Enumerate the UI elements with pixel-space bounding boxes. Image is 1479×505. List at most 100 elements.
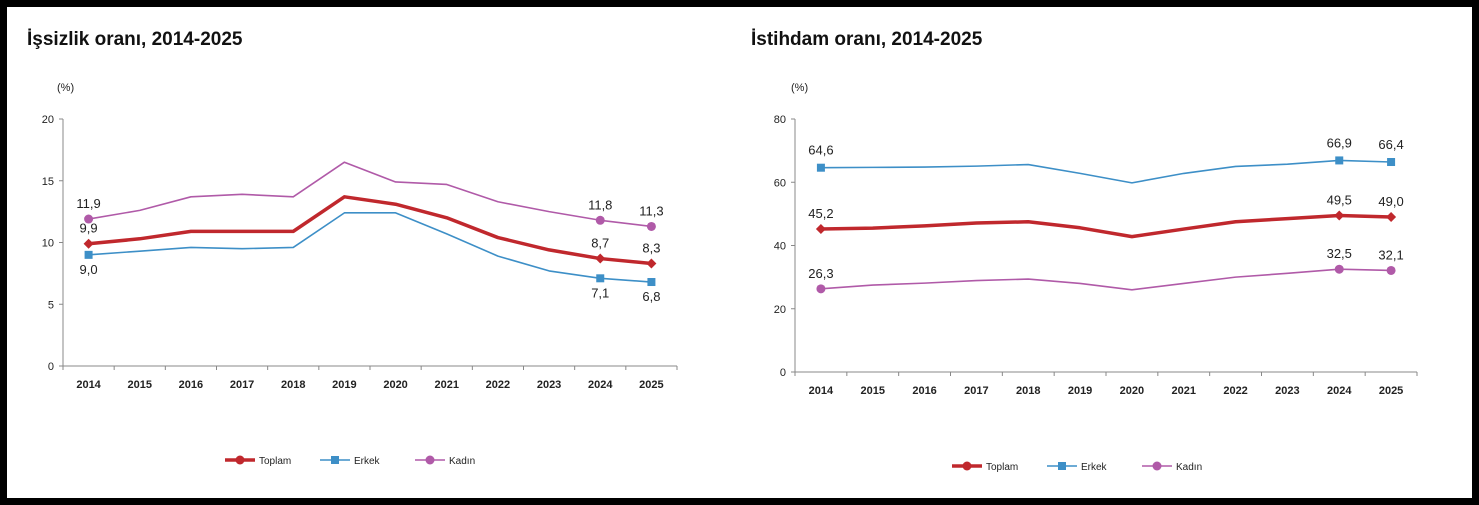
x-tick-label: 2022: [1223, 385, 1247, 397]
data-point: [235, 455, 245, 465]
y-tick-label: 10: [42, 238, 54, 250]
unemployment-chart-panel: İşsizlik oranı, 2014-2025 (%) 0 5 10 15 20 201…: [7, 7, 727, 498]
x-tick-label: 2022: [486, 379, 510, 391]
series-line: [820, 159, 1392, 184]
y-tick-label: 60: [774, 177, 786, 189]
x-tick-label: 2020: [1120, 385, 1144, 397]
y-axis-unit-label: (%): [57, 82, 74, 94]
y-tick-label: 5: [48, 299, 54, 311]
series-erkek: 9,0 7,1 6,8: [80, 212, 660, 304]
series-kadın: 11,9 11,8 11,3: [76, 161, 664, 231]
data-point: [595, 253, 606, 264]
series-line: [820, 213, 1392, 239]
data-label: 8,3: [642, 240, 660, 255]
legend-entry: Erkek: [1081, 462, 1108, 473]
data-label: 32,1: [1378, 247, 1403, 262]
y-tick-label: 40: [774, 241, 786, 253]
y-tick-label: 20: [774, 304, 786, 316]
x-tick-label: 2018: [281, 379, 305, 391]
y-tick-label: 0: [48, 361, 54, 373]
legend-entry: Toplam: [986, 462, 1018, 473]
x-tick-label: 2014: [76, 379, 101, 391]
legend: Toplam Erkek Kadın: [225, 455, 475, 467]
x-tick-label: 2023: [1275, 385, 1299, 397]
y-axis-unit-label: (%): [791, 82, 808, 94]
data-label: 32,5: [1327, 246, 1352, 261]
series-line: [88, 195, 652, 266]
data-point: [815, 224, 826, 235]
data-label: 64,6: [808, 143, 833, 158]
data-label: 66,9: [1327, 135, 1352, 150]
x-tick-label: 2016: [912, 385, 936, 397]
employment-chart: (%) 0 20 40 60 80 2014 2015 2016 2017 2018 2019 2020…: [774, 82, 1418, 473]
data-point: [1334, 210, 1345, 221]
data-label: 66,4: [1378, 137, 1403, 152]
x-tick-label: 2017: [230, 379, 254, 391]
legend: Toplam Erkek Kadın: [952, 461, 1202, 473]
y-tick-label: 20: [42, 114, 54, 126]
data-label: 49,5: [1327, 192, 1352, 207]
x-tick-label: 2025: [1379, 385, 1403, 397]
legend-entry: Erkek: [354, 456, 381, 467]
y-tick-label: 80: [774, 114, 786, 126]
x-tick-label: 2023: [537, 379, 561, 391]
chart-title: İstihdam oranı, 2014-2025: [751, 29, 983, 50]
x-tick-label: 2015: [861, 385, 885, 397]
unemployment-chart: (%) 0 5 10 15 20 2014 2015 2016 2017 2018 2019 2020 2…: [42, 82, 678, 467]
data-point: [816, 284, 826, 294]
data-point: [1335, 156, 1344, 165]
data-point: [425, 455, 435, 465]
data-point: [83, 238, 94, 249]
legend-entry: Toplam: [259, 456, 291, 467]
series-line: [88, 212, 652, 283]
chart-title: İşsizlik oranı, 2014-2025: [27, 29, 243, 50]
series-toplam: 45,2 49,5 49,0: [808, 192, 1404, 239]
series-line: [88, 161, 652, 228]
data-label: 6,8: [642, 289, 660, 304]
legend-entry: Kadın: [1176, 462, 1202, 473]
data-point: [646, 258, 657, 269]
series-kadın: 26,3 32,5 32,1: [808, 246, 1404, 294]
data-label: 49,0: [1378, 194, 1403, 209]
x-tick-label: 2020: [383, 379, 407, 391]
data-point: [1386, 265, 1396, 275]
data-point: [962, 461, 972, 471]
data-point: [1058, 462, 1066, 470]
data-point: [1387, 158, 1396, 167]
x-tick-label: 2017: [964, 385, 988, 397]
data-point: [816, 163, 825, 172]
data-point: [1152, 461, 1162, 471]
data-point: [595, 215, 605, 225]
x-tick-label: 2014: [809, 385, 834, 397]
x-tick-label: 2024: [1327, 385, 1352, 397]
data-label: 26,3: [808, 266, 833, 281]
data-point: [331, 456, 339, 464]
data-point: [596, 274, 605, 283]
data-point: [647, 278, 656, 287]
x-tick-label: 2019: [1068, 385, 1092, 397]
y-tick-label: 15: [42, 176, 54, 188]
data-label: 45,2: [808, 206, 833, 221]
x-tick-label: 2018: [1016, 385, 1040, 397]
data-label: 11,8: [588, 197, 612, 212]
data-label: 11,9: [76, 196, 100, 211]
data-point: [84, 214, 94, 224]
employment-chart-panel: İstihdam oranı, 2014-2025 (%) 0 20 40 60 80 20…: [727, 7, 1472, 498]
data-label: 8,7: [591, 236, 609, 251]
data-label: 9,9: [80, 221, 98, 236]
x-tick-label: 2015: [128, 379, 152, 391]
legend-entry: Kadın: [449, 456, 475, 467]
x-tick-label: 2021: [435, 379, 459, 391]
series-erkek: 64,6 66,9 66,4: [808, 135, 1404, 184]
x-tick-label: 2024: [588, 379, 613, 391]
series-toplam: 9,9 8,7 8,3: [80, 195, 660, 269]
data-label: 7,1: [591, 285, 609, 300]
data-point: [1386, 212, 1397, 223]
y-tick-label: 0: [780, 367, 786, 379]
x-tick-label: 2021: [1172, 385, 1196, 397]
data-point: [646, 221, 656, 231]
figure-frame: İşsizlik oranı, 2014-2025 (%) 0 5 10 15 20 201…: [7, 7, 1472, 498]
x-tick-label: 2016: [179, 379, 203, 391]
data-label: 11,3: [639, 203, 663, 218]
series-line: [820, 268, 1392, 291]
